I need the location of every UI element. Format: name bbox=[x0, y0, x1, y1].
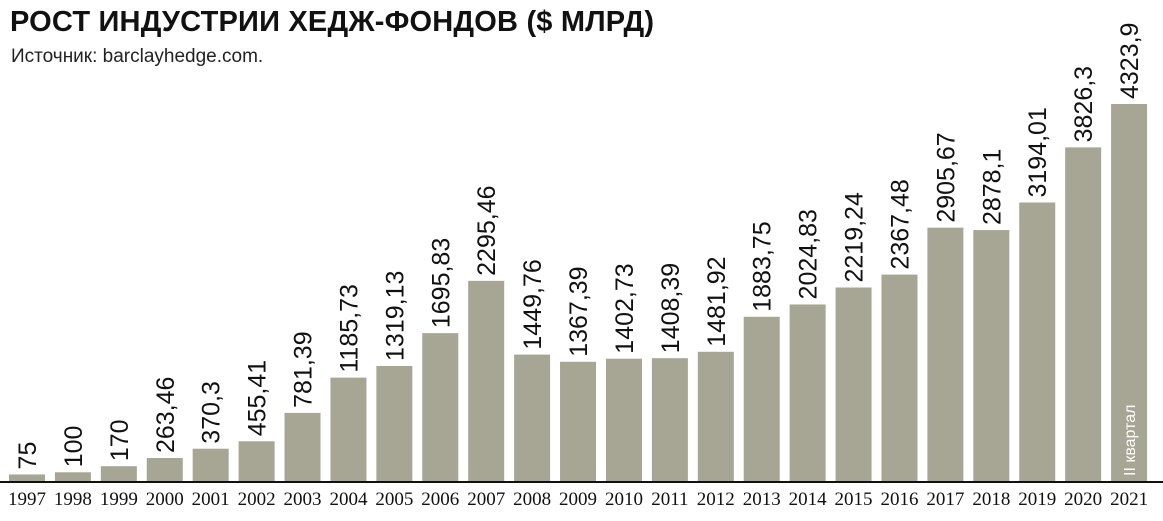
bar-1998 bbox=[54, 472, 91, 481]
x-tick-2004: 2004 bbox=[329, 489, 368, 510]
x-tick-2019: 2019 bbox=[1018, 489, 1056, 510]
x-tick-2016: 2016 bbox=[880, 489, 918, 510]
x-tick-2007: 2007 bbox=[467, 489, 505, 510]
x-tick-2015: 2015 bbox=[835, 489, 873, 510]
bar-1997 bbox=[9, 474, 45, 481]
value-label-2001: 370,3 bbox=[198, 381, 226, 444]
x-tick-2013: 2013 bbox=[743, 489, 781, 510]
value-label-2016: 2367,48 bbox=[886, 179, 914, 269]
x-tick-2003: 2003 bbox=[284, 489, 322, 510]
value-label-2020: 3826,3 bbox=[1070, 66, 1098, 142]
value-label-2006: 1695,83 bbox=[427, 238, 455, 328]
bar-2005 bbox=[376, 365, 413, 481]
value-label-2021: 4323,9 bbox=[1116, 23, 1144, 99]
bar-2000 bbox=[146, 458, 183, 481]
bar-2017 bbox=[927, 227, 964, 481]
value-label-1998: 100 bbox=[60, 426, 88, 468]
value-label-2000: 263,46 bbox=[152, 377, 180, 453]
value-label-2019: 3194,01 bbox=[1024, 107, 1052, 197]
x-tick-2021: 2021 bbox=[1110, 489, 1148, 510]
bar-2009 bbox=[560, 361, 597, 481]
x-tick-2001: 2001 bbox=[192, 489, 230, 510]
bar-2006 bbox=[422, 333, 459, 481]
value-label-2002: 455,41 bbox=[244, 360, 272, 436]
bar-2012 bbox=[697, 351, 734, 481]
bar-2008 bbox=[514, 354, 551, 481]
chart-title: РОСТ ИНДУСТРИИ ХЕДЖ-ФОНДОВ ($ МЛРД) bbox=[10, 6, 655, 38]
chart-source: Источник: barclayhedge.com. bbox=[11, 46, 264, 67]
annotation-2021: II квартал bbox=[1122, 405, 1139, 476]
bar-2004 bbox=[330, 377, 367, 481]
x-tick-2002: 2002 bbox=[238, 489, 276, 510]
value-label-2018: 2878,1 bbox=[978, 149, 1006, 225]
bar-2003 bbox=[284, 412, 321, 481]
x-tick-2012: 2012 bbox=[697, 489, 735, 510]
annotations-group: II квартал bbox=[1122, 405, 1139, 476]
value-label-2012: 1481,92 bbox=[703, 256, 731, 346]
x-tick-1997: 1997 bbox=[8, 489, 46, 510]
x-tick-1998: 1998 bbox=[54, 489, 92, 510]
bars-group bbox=[9, 104, 1148, 481]
bar-2010 bbox=[605, 358, 642, 481]
value-label-2010: 1402,73 bbox=[611, 263, 639, 353]
value-label-1999: 170 bbox=[106, 419, 134, 461]
bar-2011 bbox=[651, 358, 688, 481]
bar-2002 bbox=[238, 441, 275, 481]
x-tick-1999: 1999 bbox=[100, 489, 138, 510]
x-tick-2008: 2008 bbox=[513, 489, 551, 510]
x-tick-labels-group: 1997 1998 1999 2000 2001 2002 2003 2004 2005 2006… bbox=[8, 489, 1148, 510]
x-tick-2006: 2006 bbox=[421, 489, 459, 510]
x-tick-2011: 2011 bbox=[651, 489, 688, 510]
value-label-2011: 1408,39 bbox=[657, 263, 685, 353]
value-labels-group: 75 100 170 263,46 370,3 455,41 781,39 1185,73 13… bbox=[14, 23, 1144, 470]
x-tick-2017: 2017 bbox=[926, 489, 964, 510]
x-tick-2009: 2009 bbox=[559, 489, 597, 510]
bar-2001 bbox=[192, 448, 229, 481]
value-label-2004: 1185,73 bbox=[335, 284, 363, 373]
value-label-2017: 2905,67 bbox=[932, 132, 960, 222]
bar-2007 bbox=[468, 280, 505, 481]
value-label-1997: 75 bbox=[14, 442, 42, 470]
value-label-2014: 2024,83 bbox=[795, 209, 823, 299]
x-tick-2020: 2020 bbox=[1064, 489, 1102, 510]
value-label-2009: 1367,39 bbox=[565, 266, 593, 356]
bar-2015 bbox=[835, 287, 872, 481]
bar-2014 bbox=[789, 304, 826, 481]
bar-2016 bbox=[881, 274, 918, 481]
x-tick-2005: 2005 bbox=[375, 489, 413, 510]
value-label-2013: 1883,75 bbox=[749, 221, 777, 311]
x-tick-2014: 2014 bbox=[789, 489, 828, 510]
bar-2021 bbox=[1111, 104, 1148, 481]
value-label-2015: 2219,24 bbox=[841, 192, 869, 282]
bar-2019 bbox=[1019, 202, 1056, 481]
value-label-2003: 781,39 bbox=[290, 331, 318, 407]
x-tick-2000: 2000 bbox=[146, 489, 184, 510]
x-tick-2010: 2010 bbox=[605, 489, 643, 510]
value-label-2007: 2295,46 bbox=[473, 185, 501, 275]
bar-2020 bbox=[1065, 147, 1102, 481]
value-label-2005: 1319,13 bbox=[381, 271, 409, 361]
bar-2013 bbox=[743, 316, 780, 481]
bar-2018 bbox=[973, 230, 1010, 481]
bar-1999 bbox=[100, 466, 137, 481]
x-tick-2018: 2018 bbox=[972, 489, 1010, 510]
value-label-2008: 1449,76 bbox=[519, 259, 547, 349]
